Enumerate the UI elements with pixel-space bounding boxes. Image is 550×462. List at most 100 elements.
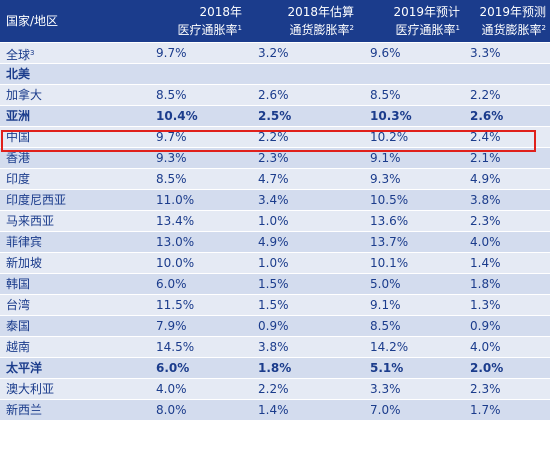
header-line: 2019年预计 — [393, 5, 460, 19]
table-row: 韩国 6.0% 1.5% 5.0% 1.8% — [0, 274, 550, 295]
table-row: 印度尼西亚 11.0% 3.4% 10.5% 3.8% — [0, 190, 550, 211]
value-2019-medical: 7.0% — [370, 403, 401, 417]
value-2019-medical: 14.2% — [370, 340, 409, 354]
header-line: 2018年 — [199, 5, 242, 19]
value-2018-inflation: 2.5% — [258, 109, 292, 123]
region-name: 印度 — [6, 172, 31, 186]
header-line-text: 医疗通胀率 — [395, 23, 456, 37]
value-2019-medical: 10.5% — [370, 193, 409, 207]
footnote-marker: 2 — [541, 24, 546, 32]
region-name: 太平洋 — [6, 361, 43, 375]
region-name: 韩国 — [6, 277, 31, 291]
header-line-text: 医疗通胀率 — [177, 23, 238, 37]
value-2018-medical: 14.5% — [156, 340, 195, 354]
table-row: 中国 9.7% 2.2% 10.2% 2.4% — [0, 127, 550, 148]
value-2018-inflation: 1.5% — [258, 277, 289, 291]
table-row: 马来西亚 13.4% 1.0% 13.6% 2.3% — [0, 211, 550, 232]
region-name: 菲律宾 — [6, 235, 43, 249]
region-name: 全球 — [6, 48, 31, 62]
value-2019-inflation: 1.3% — [470, 298, 501, 312]
table-row: 新加坡 10.0% 1.0% 10.1% 1.4% — [0, 253, 550, 274]
value-2018-medical: 8.5% — [156, 88, 187, 102]
table-row: 台湾 11.5% 1.5% 9.1% 1.3% — [0, 295, 550, 316]
footnote-marker: 1 — [455, 24, 460, 32]
header-2019-forecast-inflation: 2019年预测 通货膨胀率2 — [460, 4, 546, 38]
value-2019-medical: 8.5% — [370, 319, 401, 333]
region-name: 泰国 — [6, 319, 31, 333]
value-2019-inflation: 4.9% — [470, 172, 501, 186]
value-2018-inflation: 1.5% — [258, 298, 289, 312]
value-2018-inflation: 3.8% — [258, 340, 289, 354]
value-2019-medical: 9.6% — [370, 46, 401, 60]
value-2018-inflation: 4.7% — [258, 172, 289, 186]
footnote-marker: 2 — [349, 24, 354, 32]
table-row: 香港 9.3% 2.3% 9.1% 2.1% — [0, 148, 550, 169]
value-2018-medical: 10.4% — [156, 109, 198, 123]
value-2019-inflation: 3.3% — [470, 46, 501, 60]
value-2018-inflation: 2.6% — [258, 88, 289, 102]
value-2018-inflation: 2.2% — [258, 382, 289, 396]
value-2019-medical: 10.1% — [370, 256, 409, 270]
value-2018-inflation: 0.9% — [258, 319, 289, 333]
value-2018-inflation: 1.0% — [258, 256, 289, 270]
value-2018-inflation: 1.4% — [258, 403, 289, 417]
value-2018-inflation: 4.9% — [258, 235, 289, 249]
value-2018-medical: 9.7% — [156, 130, 187, 144]
value-2019-inflation: 3.8% — [470, 193, 501, 207]
value-2019-medical: 10.2% — [370, 130, 409, 144]
value-2019-inflation: 0.9% — [470, 319, 501, 333]
region-name: 新加坡 — [6, 256, 43, 270]
region-name: 澳大利亚 — [6, 382, 55, 396]
region-name: 马来西亚 — [6, 214, 55, 228]
value-2019-inflation: 4.0% — [470, 340, 501, 354]
header-line-text: 通货膨胀率 — [481, 23, 542, 37]
value-2018-medical: 9.7% — [156, 46, 187, 60]
value-2019-inflation: 2.0% — [470, 361, 504, 375]
value-2018-medical: 13.0% — [156, 235, 195, 249]
table-row: 印度 8.5% 4.7% 9.3% 4.9% — [0, 169, 550, 190]
value-2019-medical: 10.3% — [370, 109, 412, 123]
value-2019-inflation: 1.8% — [470, 277, 501, 291]
header-line: 医疗通胀率1 — [354, 20, 460, 38]
region-name: 新西兰 — [6, 403, 43, 417]
value-2019-medical: 9.1% — [370, 151, 401, 165]
value-2018-medical: 7.9% — [156, 319, 187, 333]
header-line: 医疗通胀率1 — [140, 20, 242, 38]
value-2019-inflation: 2.6% — [470, 109, 504, 123]
value-2019-medical: 3.3% — [370, 382, 401, 396]
value-2018-medical: 11.5% — [156, 298, 195, 312]
value-2019-medical: 9.3% — [370, 172, 401, 186]
value-2018-medical: 4.0% — [156, 382, 187, 396]
table-row: 太平洋 6.0% 1.8% 5.1% 2.0% — [0, 358, 550, 379]
table-row: 亚洲 10.4% 2.5% 10.3% 2.6% — [0, 106, 550, 127]
value-2018-medical: 8.5% — [156, 172, 187, 186]
value-2019-medical: 5.1% — [370, 361, 404, 375]
footnote-marker: 3 — [30, 49, 35, 57]
region-name: 台湾 — [6, 298, 31, 312]
header-line: 2018年估算 — [287, 5, 354, 19]
table-row: 加拿大 8.5% 2.6% 8.5% 2.2% — [0, 85, 550, 106]
value-2019-inflation: 2.1% — [470, 151, 501, 165]
region-name: 加拿大 — [6, 88, 43, 102]
value-2019-inflation: 1.4% — [470, 256, 501, 270]
table-row: 新西兰 8.0% 1.4% 7.0% 1.7% — [0, 400, 550, 421]
value-2018-medical: 11.0% — [156, 193, 195, 207]
value-2019-medical: 13.7% — [370, 235, 409, 249]
table-row: 全球3 9.7% 3.2% 9.6% 3.3% — [0, 43, 550, 64]
region-name: 印度尼西亚 — [6, 193, 67, 207]
value-2018-medical: 6.0% — [156, 277, 187, 291]
region-name: 越南 — [6, 340, 31, 354]
value-2019-inflation: 2.4% — [470, 130, 501, 144]
value-2019-medical: 8.5% — [370, 88, 401, 102]
value-2019-inflation: 4.0% — [470, 235, 501, 249]
value-2019-medical: 5.0% — [370, 277, 401, 291]
value-2019-inflation: 2.3% — [470, 214, 501, 228]
footnote-marker: 1 — [237, 24, 242, 32]
table-row: 北美 — [0, 64, 550, 85]
value-2019-inflation: 2.3% — [470, 382, 501, 396]
value-2018-medical: 9.3% — [156, 151, 187, 165]
value-2018-inflation: 2.2% — [258, 130, 289, 144]
value-2018-medical: 8.0% — [156, 403, 187, 417]
table-row: 澳大利亚 4.0% 2.2% 3.3% 2.3% — [0, 379, 550, 400]
region-name: 中国 — [6, 130, 31, 144]
